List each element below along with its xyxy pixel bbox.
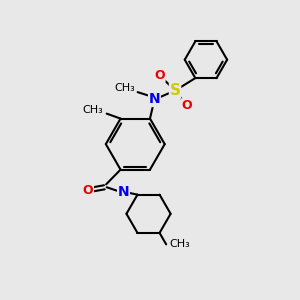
Text: CH₃: CH₃ bbox=[114, 83, 135, 93]
Text: O: O bbox=[154, 69, 165, 82]
Text: O: O bbox=[182, 99, 192, 112]
Text: CH₃: CH₃ bbox=[82, 105, 103, 115]
Text: O: O bbox=[83, 184, 94, 197]
Text: N: N bbox=[118, 185, 129, 199]
Text: CH₃: CH₃ bbox=[170, 239, 190, 249]
Text: N: N bbox=[148, 92, 160, 106]
Text: S: S bbox=[169, 83, 181, 98]
